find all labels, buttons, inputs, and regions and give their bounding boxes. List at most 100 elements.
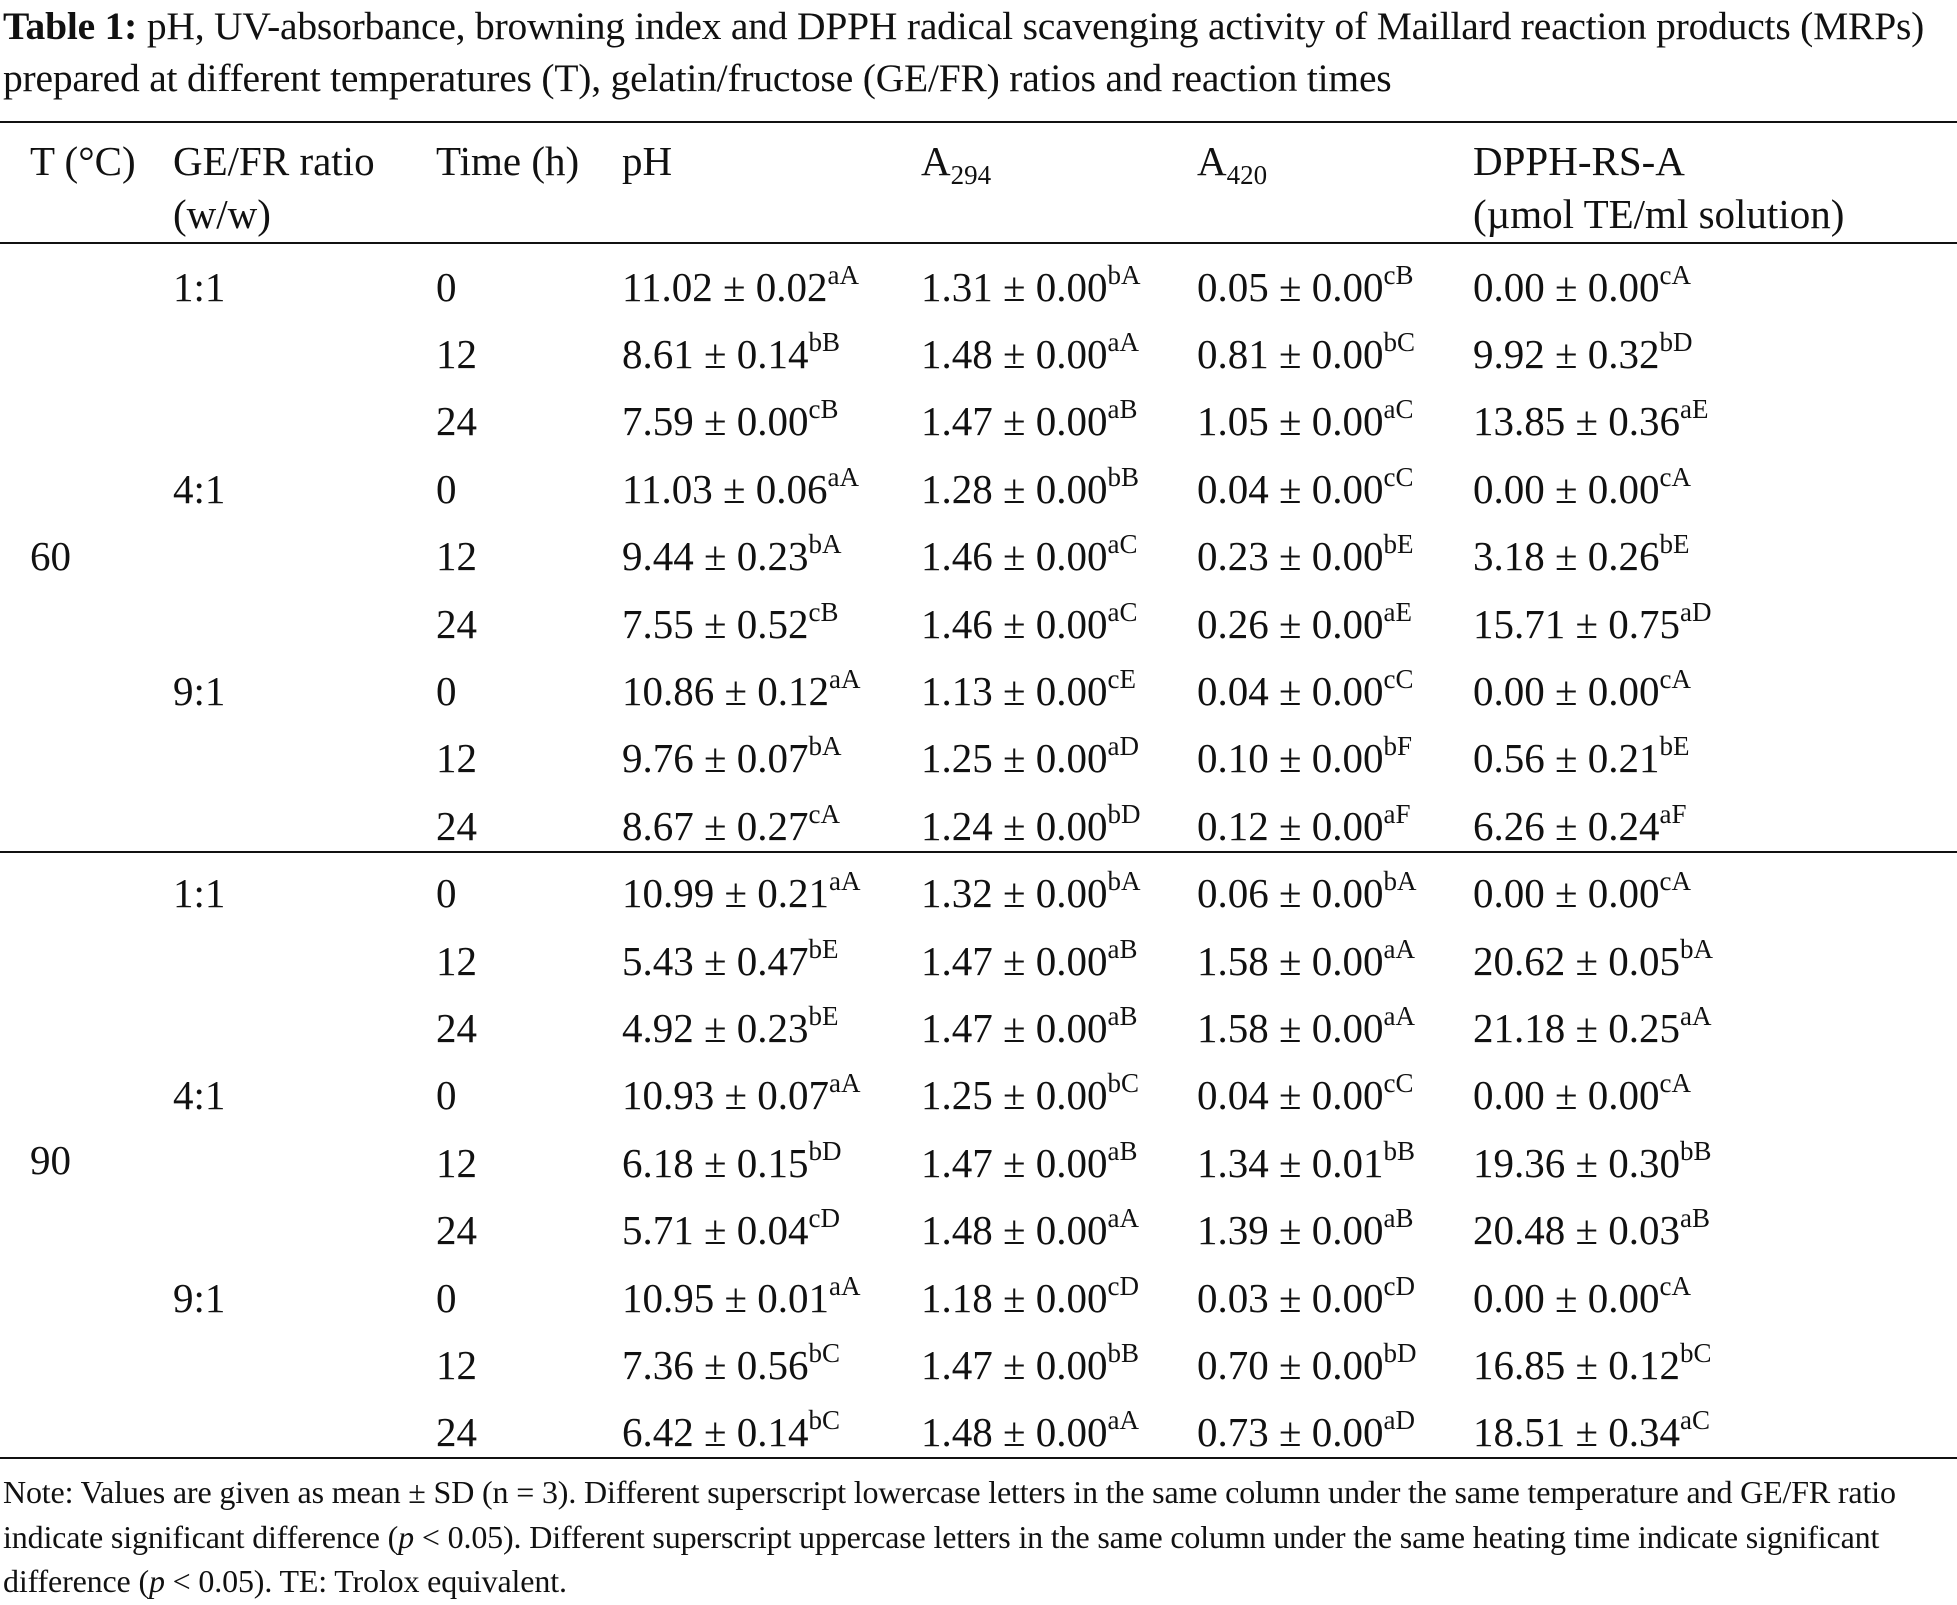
cell-time: 24	[436, 1207, 477, 1254]
cell-ratio: 9:1	[173, 668, 226, 715]
cell-ph: 6.42 ± 0.14bC	[622, 1399, 921, 1466]
cell-a420: 0.73 ± 0.00aD	[1197, 1399, 1473, 1466]
cell-ratio	[30, 1331, 436, 1398]
table-row: 12 6.18 ± 0.15bD 1.47 ± 0.00aB 1.34 ± 0.01b…	[0, 1129, 1957, 1196]
table-row: 9:1 0 10.95 ± 0.01aA 1.18 ± 0.00cD 0.03 ± 0.…	[0, 1264, 1957, 1331]
cell-dpph: 0.56 ± 0.21bE	[1473, 725, 1957, 792]
header-a294-base: A	[921, 138, 951, 184]
cell-time: 24	[436, 1004, 477, 1051]
cell-ph-value: 10.86 ± 0.12	[622, 668, 830, 715]
table-caption: Table 1: pH, UV-absorbance, browning ind…	[3, 0, 1953, 104]
cell-a294-value: 1.46 ± 0.00	[921, 533, 1108, 580]
cell-dpph-superscript: bE	[1659, 529, 1690, 560]
group-divider-rule	[0, 851, 1957, 853]
cell-dpph-superscript: bA	[1680, 933, 1714, 964]
cell-a294-value: 1.47 ± 0.00	[921, 1004, 1108, 1051]
cell-ph-superscript: bA	[808, 529, 842, 560]
cell-ph-value: 10.99 ± 0.21	[622, 870, 830, 917]
table-row: 24 5.71 ± 0.04cD 1.48 ± 0.00aA 1.39 ± 0.00a…	[0, 1196, 1957, 1263]
temperature-group-label: 90	[30, 1136, 71, 1183]
cell-a294-value: 1.32 ± 0.00	[921, 870, 1108, 917]
cell-ph: 10.95 ± 0.01aA	[622, 1264, 921, 1331]
cell-ratio: 4:1	[173, 1072, 226, 1119]
cell-dpph: 18.51 ± 0.34aC	[1473, 1399, 1957, 1466]
cell-a294-value: 1.25 ± 0.00	[921, 1072, 1108, 1119]
table-row: 24 6.42 ± 0.14bC 1.48 ± 0.00aA 0.73 ± 0.00a…	[0, 1399, 1957, 1466]
header-a420-base: A	[1197, 138, 1227, 184]
cell-dpph-superscript: aC	[1680, 1405, 1711, 1436]
table-row: 24 4.92 ± 0.23bE 1.47 ± 0.00aB 1.58 ± 0.00a…	[0, 994, 1957, 1061]
cell-a294-value: 1.47 ± 0.00	[921, 937, 1108, 984]
cell-dpph-value: 0.00 ± 0.00	[1473, 1072, 1660, 1119]
cell-a294-value: 1.47 ± 0.00	[921, 1341, 1108, 1388]
cell-time: 0	[436, 1072, 457, 1119]
cell-ph-value: 8.67 ± 0.27	[622, 802, 809, 849]
cell-dpph: 20.62 ± 0.05bA	[1473, 927, 1957, 994]
cell-a420-superscript: aB	[1383, 1203, 1414, 1234]
cell-time: 12	[436, 533, 477, 580]
header-temperature-label: T (°C)	[30, 138, 136, 184]
cell-ph-value: 11.02 ± 0.02	[622, 263, 828, 310]
cell-dpph: 0.00 ± 0.00cA	[1473, 657, 1957, 724]
caption-text: pH, UV-absorbance, browning index and DP…	[3, 4, 1925, 100]
cell-dpph-value: 0.00 ± 0.00	[1473, 1274, 1660, 1321]
header-rule	[0, 242, 1957, 244]
cell-a420-value: 0.04 ± 0.00	[1197, 1072, 1384, 1119]
cell-ph-superscript: cD	[808, 1203, 840, 1234]
cell-a420: 1.05 ± 0.00aC	[1197, 388, 1473, 455]
cell-ratio	[30, 1129, 436, 1196]
row-pad	[0, 388, 30, 455]
cell-a420-value: 0.03 ± 0.00	[1197, 1274, 1384, 1321]
cell-dpph-value: 0.00 ± 0.00	[1473, 263, 1660, 310]
cell-a420-superscript: aF	[1383, 798, 1411, 829]
cell-dpph-superscript: cA	[1659, 461, 1691, 492]
header-a294: A294	[921, 135, 991, 245]
cell-dpph-value: 0.00 ± 0.00	[1473, 465, 1660, 512]
cell-ph-value: 10.95 ± 0.01	[622, 1274, 830, 1321]
cell-a294-superscript: aA	[1107, 1203, 1139, 1234]
cell-dpph-superscript: cA	[1659, 664, 1691, 695]
cell-a294-superscript: aC	[1107, 596, 1138, 627]
cell-ph-superscript: bB	[808, 327, 841, 358]
cell-a294-superscript: bB	[1107, 461, 1140, 492]
cell-a294: 1.18 ± 0.00cD	[921, 1264, 1197, 1331]
cell-dpph-superscript: aE	[1680, 394, 1709, 425]
cell-time: 0	[436, 465, 457, 512]
cell-a294: 1.24 ± 0.00bD	[921, 792, 1197, 859]
cell-ph: 4.92 ± 0.23bE	[622, 994, 921, 1061]
cell-dpph-value: 6.26 ± 0.24	[1473, 802, 1660, 849]
cell-dpph: 6.26 ± 0.24aF	[1473, 792, 1957, 859]
cell-a294-value: 1.47 ± 0.00	[921, 1139, 1108, 1186]
row-pad	[0, 590, 30, 657]
header-time: Time (h)	[436, 135, 579, 245]
caption-label: Table 1:	[3, 4, 138, 48]
cell-dpph-superscript: aF	[1659, 798, 1687, 829]
table-row: 4:1 0 10.93 ± 0.07aA 1.25 ± 0.00bC 0.04 ± 0.…	[0, 1062, 1957, 1129]
table-row: 1:1 0 10.99 ± 0.21aA 1.32 ± 0.00bA 0.06 ± 0.…	[0, 860, 1957, 927]
cell-ph-superscript: cA	[808, 798, 840, 829]
cell-a420-superscript: bD	[1383, 1337, 1417, 1368]
cell-a420-superscript: cC	[1383, 1068, 1414, 1099]
cell-a294: 1.47 ± 0.00aB	[921, 388, 1197, 455]
cell-a294-superscript: aD	[1107, 731, 1139, 762]
cell-ph-superscript: cB	[808, 596, 839, 627]
cell-ratio	[30, 994, 436, 1061]
cell-ph-superscript: bE	[808, 1000, 839, 1031]
cell-a294-superscript: bA	[1107, 259, 1141, 290]
cell-ph: 10.86 ± 0.12aA	[622, 657, 921, 724]
cell-ph-value: 8.61 ± 0.14	[622, 331, 809, 378]
header-dpph-line1: DPPH-RS-A	[1473, 138, 1685, 184]
cell-a420-value: 0.73 ± 0.00	[1197, 1409, 1384, 1456]
cell-a420-value: 1.05 ± 0.00	[1197, 398, 1384, 445]
cell-a294-value: 1.48 ± 0.00	[921, 1409, 1108, 1456]
cell-dpph: 21.18 ± 0.25aA	[1473, 994, 1957, 1061]
bottom-rule	[0, 1457, 1957, 1459]
cell-a420-value: 0.06 ± 0.00	[1197, 870, 1384, 917]
cell-dpph: 3.18 ± 0.26bE	[1473, 523, 1957, 590]
cell-a294-superscript: aB	[1107, 933, 1138, 964]
cell-a420: 0.81 ± 0.00bC	[1197, 320, 1473, 387]
header-ratio-line1: GE/FR ratio	[173, 138, 375, 184]
cell-a420-superscript: aC	[1383, 394, 1414, 425]
row-pad	[0, 320, 30, 387]
cell-a420-value: 1.39 ± 0.00	[1197, 1207, 1384, 1254]
